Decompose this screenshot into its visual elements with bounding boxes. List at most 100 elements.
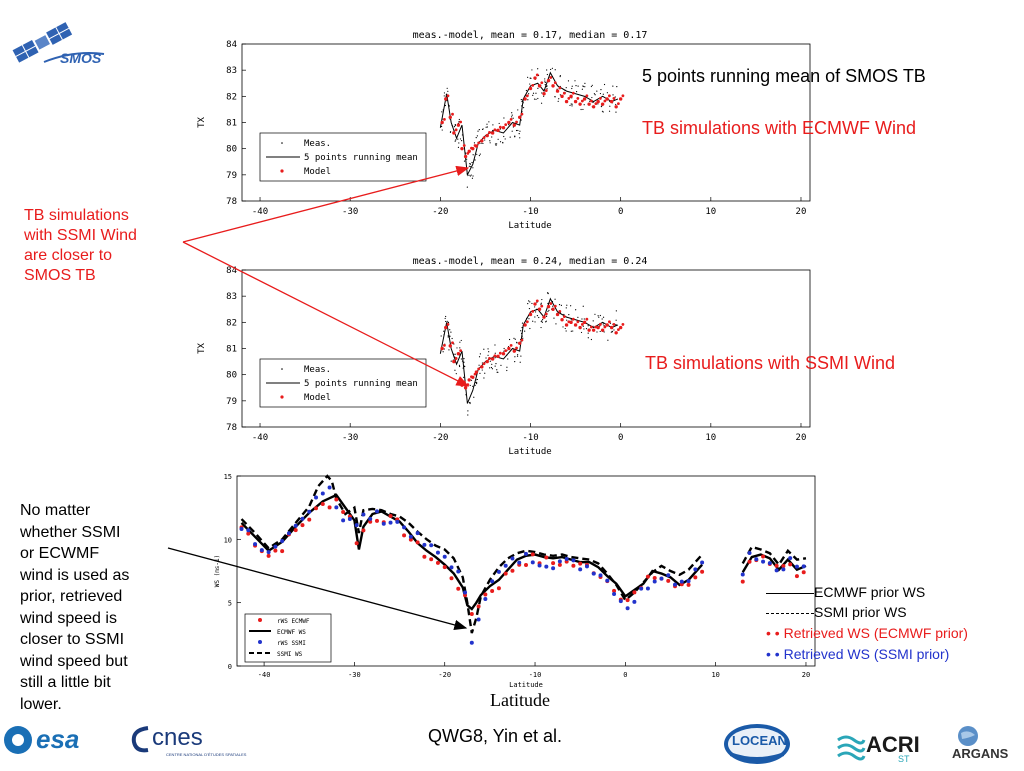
retrieved-ecmwf-point <box>320 501 325 506</box>
model-point <box>553 81 557 85</box>
meas-point <box>459 347 461 349</box>
meas-point <box>447 90 449 92</box>
retrieved-ssmi-point <box>361 512 366 517</box>
meas-point <box>445 315 447 318</box>
meas-point <box>555 323 557 325</box>
meas-point <box>470 379 473 381</box>
model-point <box>537 307 542 311</box>
meas-point <box>478 129 480 131</box>
meas-point <box>496 143 498 145</box>
arrow-to-ecmwf-dip <box>182 165 470 243</box>
retrieved-ssmi-point <box>307 509 312 514</box>
legend-meas-marker <box>281 142 283 144</box>
model-point <box>600 102 605 106</box>
retrieved-ssmi-point <box>700 560 705 565</box>
retrieved-ecmwf-point <box>774 563 779 568</box>
retrieved-ssmi-point <box>388 520 393 525</box>
retrieved-ssmi-point <box>320 491 325 496</box>
meas-point <box>554 96 556 98</box>
meas-point <box>486 126 488 128</box>
meas-point <box>489 140 491 142</box>
model-point <box>456 123 461 127</box>
model-point <box>520 338 524 342</box>
meas-point <box>457 138 459 140</box>
model-point <box>603 325 607 329</box>
meas-point <box>518 132 520 135</box>
legend-label: rWS SSMI <box>277 640 306 647</box>
meas-point <box>608 110 611 112</box>
model-point <box>446 94 450 98</box>
meas-point <box>479 353 481 355</box>
model-point <box>533 76 537 80</box>
model-point <box>459 120 463 124</box>
meas-point <box>460 339 462 342</box>
legend-meas-label: Meas. <box>304 365 331 375</box>
meas-point <box>472 175 474 177</box>
model-point <box>528 312 533 317</box>
y-tick-label: 0 <box>228 663 232 671</box>
retrieved-ecmwf-point <box>388 513 393 518</box>
meas-point <box>571 87 573 90</box>
model-point <box>587 328 591 332</box>
retrieved-ssmi-point <box>253 542 258 547</box>
x-tick-label: 20 <box>802 671 810 679</box>
model-point <box>555 312 560 317</box>
meas-point <box>454 369 456 371</box>
meas-point <box>469 175 471 177</box>
model-point <box>515 346 518 350</box>
arrow-to-ws-dip <box>167 547 468 630</box>
meas-point <box>454 124 456 126</box>
retrieved-ecmwf-point <box>293 528 298 533</box>
meas-point <box>548 309 550 312</box>
meas-point <box>511 116 513 118</box>
meas-point <box>565 330 567 332</box>
meas-point <box>487 354 489 356</box>
meas-point <box>590 85 592 88</box>
meas-point <box>467 410 469 412</box>
meas-point <box>458 118 460 121</box>
model-point <box>480 365 484 369</box>
smos-logo-text: SMOS <box>60 50 102 66</box>
model-point <box>496 354 500 359</box>
retrieved-ecmwf-point <box>402 533 407 538</box>
ws-latitude-label: Latitude <box>490 690 550 710</box>
meas-point <box>577 85 579 87</box>
meas-point <box>495 363 497 365</box>
locean-mark-icon <box>724 724 790 764</box>
retrieved-ssmi-point <box>334 505 339 510</box>
retrieved-ssmi-point <box>517 560 522 565</box>
meas-point <box>504 138 506 140</box>
meas-point <box>459 341 461 343</box>
model-point <box>591 105 596 109</box>
meas-point <box>488 121 490 123</box>
retrieved-ecmwf-point <box>503 571 508 576</box>
meas-point <box>560 304 562 306</box>
meas-point <box>582 325 584 327</box>
meas-point <box>489 360 491 362</box>
meas-point <box>472 385 474 387</box>
retrieved-ssmi-point <box>544 564 549 569</box>
model-point <box>498 351 502 355</box>
model-point <box>443 117 446 121</box>
retrieved-ssmi-point <box>625 606 630 611</box>
meas-point <box>603 331 605 333</box>
model-point <box>614 105 618 109</box>
retrieved-ssmi-point <box>801 564 806 569</box>
meas-point <box>614 96 616 98</box>
meas-point <box>546 69 548 71</box>
meas-point <box>451 337 453 340</box>
retrieved-ssmi-point <box>246 528 251 533</box>
x-tick-label: -40 <box>252 207 268 217</box>
meas-point <box>591 84 593 86</box>
retrieved-ecmwf-point <box>801 570 806 575</box>
retrieved-ssmi-point <box>754 557 759 562</box>
meas-point <box>530 77 532 80</box>
meas-point <box>520 330 522 332</box>
esa-mark-icon <box>4 726 32 754</box>
model-point <box>454 128 458 132</box>
meas-point <box>528 307 531 310</box>
retrieved-ssmi-point <box>347 517 352 522</box>
meas-point <box>472 154 474 156</box>
x-tick-label: -30 <box>348 671 361 679</box>
